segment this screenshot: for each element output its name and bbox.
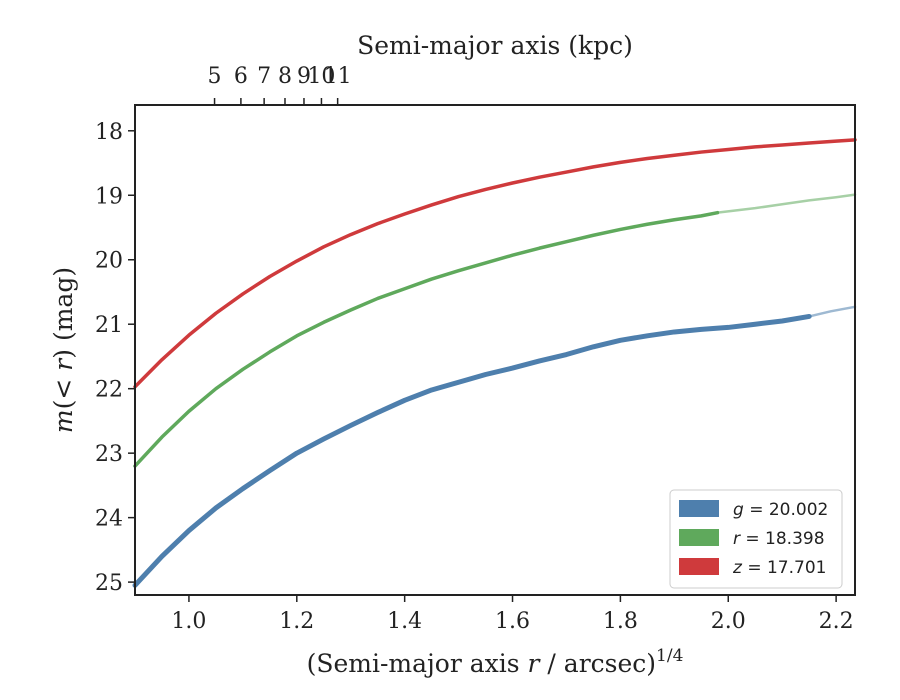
legend-swatch-r [679, 529, 719, 546]
legend-swatch-g [679, 500, 719, 517]
y-axis-title: m(< r) (mag) [49, 267, 78, 433]
series-g-extension-line [807, 305, 857, 318]
legend-swatch-z [679, 558, 719, 575]
y-tick-label: 24 [95, 507, 123, 532]
top-tick-label: 5 [208, 64, 222, 89]
x-tick-label: 1.0 [171, 609, 206, 634]
series-z-line [133, 138, 857, 389]
legend-label-g: g = 20.002 [733, 500, 828, 520]
series-r-extension-line [716, 193, 857, 214]
top-tick-label: 8 [278, 64, 292, 89]
y-tick-label: 23 [95, 442, 123, 467]
legend: g = 20.002 r = 18.398 z = 17.701 [669, 489, 843, 589]
y-tick-label: 18 [95, 120, 123, 145]
x-tick-label: 1.8 [603, 609, 638, 634]
y-tick-label: 19 [95, 184, 123, 209]
series-g-line [132, 313, 812, 588]
left-axis: 18 19 20 21 22 23 24 25 [95, 120, 135, 596]
top-tick-label: 9 [297, 64, 311, 89]
top-axis-title: Semi-major axis (kpc) [357, 31, 633, 60]
y-tick-label: 21 [95, 313, 123, 338]
x-tick-label: 2.0 [711, 609, 746, 634]
x-tick-label: 1.6 [495, 609, 530, 634]
y-tick-label: 22 [95, 378, 123, 403]
y-tick-label: 20 [95, 249, 123, 274]
top-tick-label: 11 [324, 64, 352, 89]
series-r-line [133, 210, 720, 468]
legend-label-r: r = 18.398 [733, 529, 825, 549]
top-tick-label: 10 [307, 64, 335, 89]
x-axis-title: (Semi-major axis r / arcsec)1/4 [307, 646, 684, 678]
y-tick-label: 25 [95, 571, 123, 596]
plot-series [132, 138, 857, 588]
top-tick-label: 7 [257, 64, 271, 89]
plot-frame [134, 104, 856, 596]
x-tick-label: 1.2 [279, 609, 314, 634]
bottom-axis: 1.0 1.2 1.4 1.6 1.8 2.0 2.2 [171, 595, 854, 634]
x-tick-label: 2.2 [819, 609, 854, 634]
top-tick-label: 6 [234, 64, 248, 89]
legend-label-z: z = 17.701 [732, 558, 826, 578]
x-tick-label: 1.4 [387, 609, 422, 634]
